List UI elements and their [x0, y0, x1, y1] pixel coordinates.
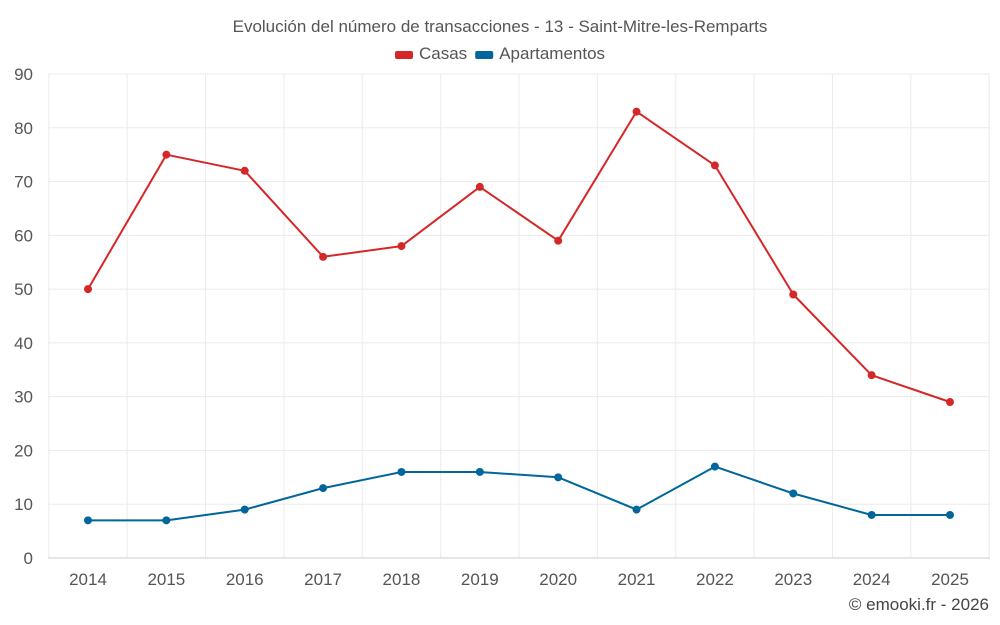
chart-title: Evolución del número de transacciones - … [233, 17, 768, 36]
data-point-apartamentos[interactable]: Apartamentos 2016: 9 [240, 505, 249, 514]
data-point-casas[interactable]: Casas 2017: 56 [319, 252, 328, 261]
x-axis-ticks: 2014 2015 2016 2017 2018 2019 2020 2021 2022 2023… [69, 570, 969, 589]
data-point-casas[interactable]: Casas 2025: 29 [946, 398, 954, 407]
series-group: Casas 2014: 50 Casas 2015: 75 Casas 2016: … [84, 107, 954, 525]
x-tick-label: 2018 [383, 570, 421, 589]
y-tick-label: 90 [14, 65, 33, 84]
y-tick-label: 10 [14, 495, 33, 514]
y-tick-label: 20 [14, 441, 33, 460]
y-tick-label: 30 [14, 388, 33, 407]
y-axis-ticks: 0 10 20 30 40 50 60 70 80 90 [14, 65, 33, 568]
x-tick-label: 2014 [69, 570, 107, 589]
data-point-apartamentos[interactable]: Apartamentos 2021: 9 [632, 505, 641, 514]
x-tick-label: 2021 [618, 570, 656, 589]
y-tick-label: 0 [24, 549, 33, 568]
y-tick-label: 50 [14, 280, 33, 299]
data-point-casas[interactable]: Casas 2014: 50 [84, 285, 92, 294]
y-tick-label: 40 [14, 334, 33, 353]
series-line-apartamentos [87, 465, 951, 522]
series-apartamentos: Apartamentos 2014: 7 Apartamentos 2015: 7… [84, 462, 954, 525]
data-point-apartamentos[interactable]: Apartamentos 2017: 13 [319, 484, 328, 493]
data-point-casas[interactable]: Casas 2020: 59 [554, 236, 563, 245]
data-point-casas[interactable]: Casas 2019: 69 [475, 182, 484, 191]
y-tick-label: 80 [14, 119, 33, 138]
y-tick-label: 70 [14, 173, 33, 192]
data-point-apartamentos[interactable]: Apartamentos 2019: 16 [475, 467, 484, 476]
x-tick-label: 2016 [226, 570, 264, 589]
data-point-apartamentos[interactable]: Apartamentos 2014: 7 [84, 516, 92, 525]
data-point-apartamentos[interactable]: Apartamentos 2024: 8 [867, 510, 876, 519]
legend-label: Casas [419, 44, 467, 63]
legend: Casas Apartamentos [395, 44, 605, 63]
x-tick-label: 2022 [696, 570, 734, 589]
data-point-casas[interactable]: Casas 2015: 75 [162, 150, 171, 159]
data-point-apartamentos[interactable]: Apartamentos 2015: 7 [162, 516, 171, 525]
series-line-casas [87, 110, 951, 403]
x-tick-label: 2024 [853, 570, 891, 589]
data-point-apartamentos[interactable]: Apartamentos 2022: 17 [710, 462, 719, 471]
series-casas: Casas 2014: 50 Casas 2015: 75 Casas 2016: … [84, 107, 954, 407]
x-tick-label: 2015 [147, 570, 185, 589]
data-point-apartamentos[interactable]: Apartamentos 2018: 16 [397, 467, 406, 476]
data-point-casas[interactable]: Casas 2016: 72 [240, 166, 249, 175]
data-point-casas[interactable]: Casas 2021: 83 [632, 107, 641, 116]
y-tick-label: 60 [14, 226, 33, 245]
legend-item-apartamentos[interactable]: Apartamentos [475, 44, 605, 63]
data-point-apartamentos[interactable]: Apartamentos 2020: 15 [554, 473, 563, 482]
x-tick-label: 2025 [931, 570, 969, 589]
credit-text: © emooki.fr - 2026 [849, 595, 989, 614]
legend-swatch [395, 51, 413, 59]
x-tick-label: 2017 [304, 570, 342, 589]
legend-label: Apartamentos [499, 44, 605, 63]
x-tick-label: 2020 [539, 570, 577, 589]
legend-item-casas[interactable]: Casas [395, 44, 467, 63]
data-point-apartamentos[interactable]: Apartamentos 2025: 8 [946, 510, 954, 519]
x-tick-label: 2019 [461, 570, 499, 589]
data-point-apartamentos[interactable]: Apartamentos 2023: 12 [789, 489, 798, 498]
grid [48, 73, 990, 559]
legend-swatch [475, 51, 494, 59]
data-point-casas[interactable]: Casas 2018: 58 [397, 242, 406, 251]
data-point-casas[interactable]: Casas 2022: 73 [710, 161, 719, 170]
x-tick-label: 2023 [774, 570, 812, 589]
data-point-casas[interactable]: Casas 2023: 49 [789, 290, 798, 299]
data-point-casas[interactable]: Casas 2024: 34 [867, 371, 876, 380]
